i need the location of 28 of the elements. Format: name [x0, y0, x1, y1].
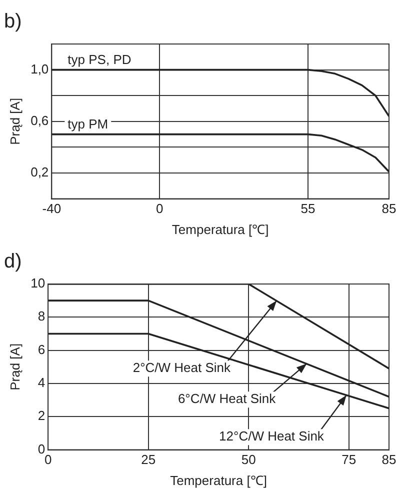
y-tick-label: 2 — [38, 408, 46, 424]
annotation: 2°C/W Heat Sink — [132, 360, 232, 376]
y-axis-title: Prąd [A] — [7, 98, 22, 145]
x-tick-label: 25 — [141, 452, 156, 468]
x-axis-title: Temperatura [℃] — [170, 472, 267, 488]
x-tick-label: 85 — [382, 452, 396, 468]
y-tick-label: 8 — [38, 308, 46, 324]
y-tick-label: 0,6 — [30, 112, 49, 128]
annotation: 12°C/W Heat Sink — [219, 428, 324, 444]
y-axis-title: Prąd [A] — [7, 343, 22, 390]
series-label: typ PS, PD — [68, 52, 132, 67]
y-tick-label: 4 — [38, 375, 46, 390]
x-tick-label: 50 — [241, 452, 256, 468]
x-tick-label: -40 — [42, 201, 62, 216]
annotation: 6°C/W Heat Sink — [178, 391, 276, 406]
x-tick-label: 75 — [342, 452, 356, 468]
chart-title: d) — [4, 250, 22, 273]
y-tick-label: 6 — [38, 342, 46, 357]
y-tick-label: 0 — [38, 441, 46, 456]
x-axis-title: Temperatura [℃] — [172, 222, 269, 237]
y-tick-label: 0,2 — [30, 164, 49, 180]
x-tick-label: 85 — [382, 201, 396, 216]
y-tick-label: 1,0 — [30, 61, 49, 76]
y-tick-label: 10 — [30, 276, 46, 291]
x-tick-label: 55 — [300, 201, 316, 216]
series-label: typ PM — [68, 116, 108, 132]
chart-title: b) — [4, 10, 22, 33]
x-tick-label: 0 — [156, 201, 164, 216]
